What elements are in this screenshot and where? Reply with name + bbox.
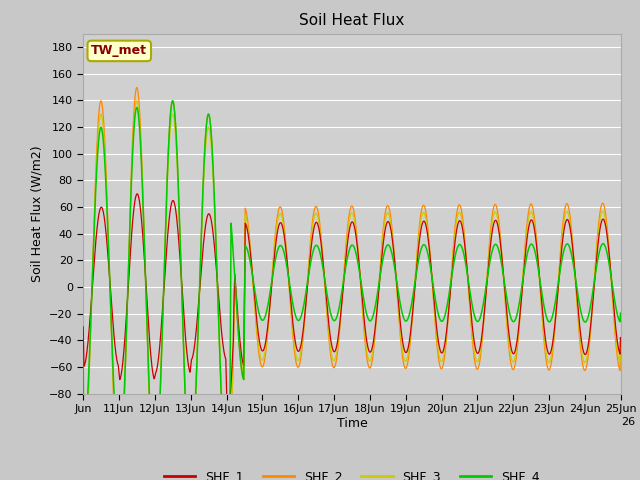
X-axis label: Time: Time <box>337 417 367 430</box>
Line: SHF_4: SHF_4 <box>83 101 620 480</box>
SHF_2 <box>79 377 87 383</box>
SHF_4 <box>169 98 177 104</box>
SHF_2 <box>506 354 514 360</box>
SHF_4 <box>616 311 624 316</box>
SHF_3 <box>436 355 444 361</box>
SHF_2 <box>436 362 444 368</box>
Legend: SHF_1, SHF_2, SHF_3, SHF_4: SHF_1, SHF_2, SHF_3, SHF_4 <box>159 465 545 480</box>
SHF_4 <box>199 184 207 190</box>
SHF_2 <box>554 292 561 298</box>
SHF_1 <box>436 346 444 351</box>
SHF_3 <box>223 474 231 480</box>
SHF_4 <box>260 317 268 323</box>
SHF_3 <box>186 456 194 462</box>
Text: TW_met: TW_met <box>92 44 147 58</box>
SHF_4 <box>436 316 444 322</box>
SHF_3 <box>199 192 207 197</box>
Line: SHF_2: SHF_2 <box>83 87 620 480</box>
Y-axis label: Soil Heat Flux (W/m2): Soil Heat Flux (W/m2) <box>31 145 44 282</box>
Line: SHF_3: SHF_3 <box>83 101 620 477</box>
SHF_1 <box>186 369 194 375</box>
SHF_2 <box>133 84 141 90</box>
SHF_1 <box>506 338 514 344</box>
SHF_1 <box>554 295 561 301</box>
Title: Soil Heat Flux: Soil Heat Flux <box>300 13 404 28</box>
SHF_2 <box>616 347 624 353</box>
SHF_1 <box>260 347 268 353</box>
SHF_2 <box>199 184 207 190</box>
SHF_3 <box>133 98 141 104</box>
SHF_4 <box>506 312 514 317</box>
SHF_4 <box>79 364 87 370</box>
SHF_4 <box>186 469 194 475</box>
SHF_4 <box>554 287 561 292</box>
SHF_3 <box>79 370 87 376</box>
SHF_3 <box>616 341 624 347</box>
SHF_3 <box>260 356 268 361</box>
Text: 26: 26 <box>621 417 635 427</box>
SHF_3 <box>554 292 561 298</box>
SHF_1 <box>79 324 87 330</box>
SHF_1 <box>616 335 624 340</box>
SHF_2 <box>260 362 268 368</box>
SHF_1 <box>223 416 231 422</box>
Line: SHF_1: SHF_1 <box>83 194 620 419</box>
SHF_2 <box>186 469 194 475</box>
SHF_1 <box>199 245 207 251</box>
SHF_3 <box>506 348 514 353</box>
SHF_1 <box>133 191 141 197</box>
